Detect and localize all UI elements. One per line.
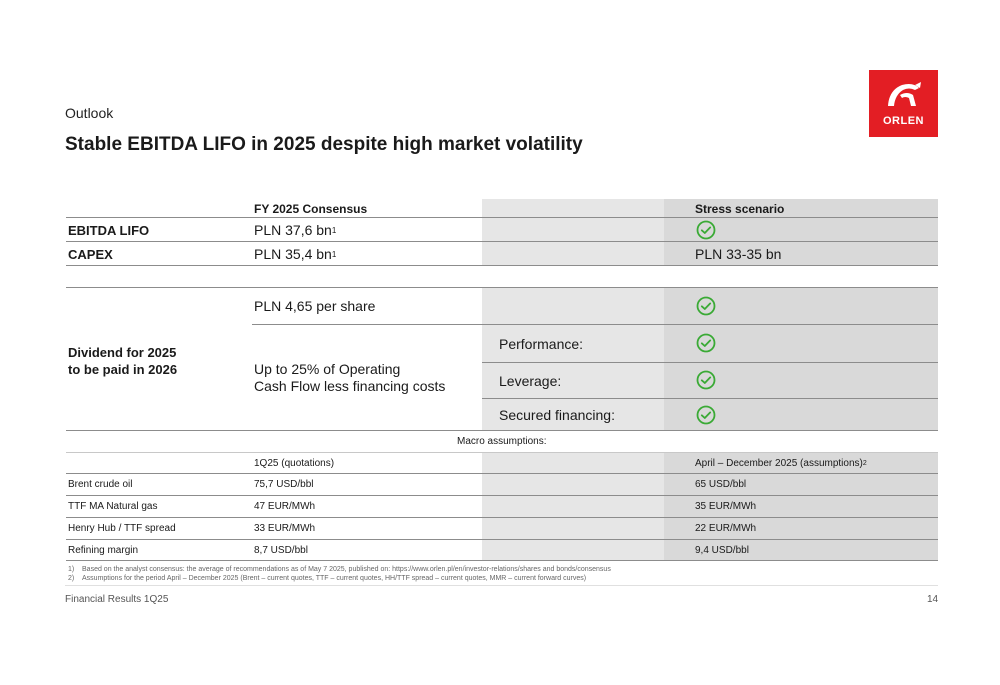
divider bbox=[252, 324, 938, 325]
dividend-label: Dividend for 2025 to be paid in 2026 bbox=[68, 344, 177, 378]
macro-header-assumptions: April – December 2025 (assumptions) 2 bbox=[695, 453, 867, 473]
consensus-capex-value: PLN 35,4 bn bbox=[254, 246, 332, 262]
criterion-performance: Performance: bbox=[499, 336, 584, 352]
check-secured-financing bbox=[696, 405, 716, 425]
divider bbox=[66, 473, 938, 474]
macro-row-label: TTF MA Natural gas bbox=[68, 501, 158, 512]
divider bbox=[66, 539, 938, 540]
divider bbox=[66, 265, 938, 266]
macro-row-label: Henry Hub / TTF spread bbox=[68, 523, 176, 534]
divider bbox=[482, 398, 938, 399]
logo-wordmark: ORLEN bbox=[883, 115, 924, 127]
dividend-ocf-line1: Up to 25% of Operating bbox=[254, 361, 401, 377]
dividend-label-line2: to be paid in 2026 bbox=[68, 362, 178, 377]
header-stress: Stress scenario bbox=[695, 202, 785, 216]
dividend-label-line1: Dividend for 2025 bbox=[68, 345, 177, 360]
check-performance bbox=[696, 333, 716, 353]
footnote-2: 2) Assumptions for the period April – De… bbox=[68, 575, 587, 582]
consensus-ebitda: PLN 37,6 bn 1 bbox=[254, 219, 336, 241]
divider bbox=[482, 362, 938, 363]
macro-row-assumption: 35 EUR/MWh bbox=[695, 501, 757, 512]
divider bbox=[66, 452, 938, 453]
macro-row-q1: 33 EUR/MWh bbox=[254, 523, 316, 534]
macro-header-assumptions-text: April – December 2025 (assumptions) bbox=[695, 457, 863, 469]
eagle-icon bbox=[888, 82, 921, 106]
macro-title: Macro assumptions: bbox=[457, 436, 547, 447]
macro-row-label: Brent crude oil bbox=[68, 479, 133, 490]
dividend-ocf: Up to 25% of Operating Cash Flow less fi… bbox=[254, 361, 445, 395]
check-circle-icon bbox=[696, 220, 716, 240]
check-circle-icon bbox=[696, 296, 716, 316]
check-circle-icon bbox=[696, 370, 716, 390]
macro-bg-mid bbox=[482, 452, 664, 560]
macro-row-assumption: 65 USD/bbl bbox=[695, 479, 747, 490]
consensus-capex: PLN 35,4 bn 1 bbox=[254, 243, 336, 265]
stress-capex: PLN 33-35 bn bbox=[695, 246, 782, 262]
macro-row-assumption: 22 EUR/MWh bbox=[695, 523, 757, 534]
row-label-capex: CAPEX bbox=[68, 246, 113, 262]
macro-bg-right bbox=[664, 452, 938, 560]
divider bbox=[66, 217, 938, 218]
check-per-share bbox=[696, 296, 716, 316]
page-title: Stable EBITDA LIFO in 2025 despite high … bbox=[65, 134, 583, 155]
footer-title: Financial Results 1Q25 bbox=[65, 594, 169, 605]
divider bbox=[66, 517, 938, 518]
divider bbox=[66, 560, 938, 561]
page-number: 14 bbox=[927, 594, 939, 605]
stress-column-bg-top-right bbox=[664, 199, 938, 266]
section-label: Outlook bbox=[65, 105, 114, 121]
criterion-leverage: Leverage: bbox=[499, 373, 562, 389]
footnote-1: 1) Based on the analyst consensus: the a… bbox=[68, 566, 611, 573]
criterion-secured-financing: Secured financing: bbox=[499, 406, 615, 423]
divider bbox=[66, 287, 938, 288]
macro-header-quotes: 1Q25 (quotations) bbox=[254, 457, 335, 469]
divider bbox=[66, 495, 938, 496]
macro-row-label: Refining margin bbox=[68, 544, 139, 556]
check-leverage bbox=[696, 370, 716, 390]
macro-row-assumption: 9,4 USD/bbl bbox=[695, 544, 749, 556]
divider bbox=[66, 241, 938, 242]
orlen-logo: ORLEN bbox=[869, 70, 938, 137]
dividend-per-share: PLN 4,65 per share bbox=[254, 298, 376, 314]
footnote-ref: 1 bbox=[331, 225, 337, 235]
footer-divider bbox=[65, 585, 938, 586]
stress-ebitda bbox=[696, 219, 716, 241]
dividend-ocf-line2: Cash Flow less financing costs bbox=[254, 378, 446, 394]
macro-row-q1: 75,7 USD/bbl bbox=[254, 479, 314, 490]
stress-column-bg-top bbox=[482, 199, 664, 266]
consensus-ebitda-value: PLN 37,6 bn bbox=[254, 222, 332, 238]
footnote-ref: 2 bbox=[862, 459, 867, 467]
row-label-ebitda: EBITDA LIFO bbox=[68, 222, 150, 238]
macro-row-q1: 47 EUR/MWh bbox=[254, 501, 316, 512]
header-consensus: FY 2025 Consensus bbox=[254, 202, 368, 216]
check-circle-icon bbox=[696, 405, 716, 425]
macro-row-q1: 8,7 USD/bbl bbox=[254, 544, 308, 556]
divider bbox=[66, 430, 938, 431]
check-circle-icon bbox=[696, 333, 716, 353]
footnote-ref: 1 bbox=[331, 249, 337, 259]
dividend-bg-mid bbox=[482, 287, 664, 431]
